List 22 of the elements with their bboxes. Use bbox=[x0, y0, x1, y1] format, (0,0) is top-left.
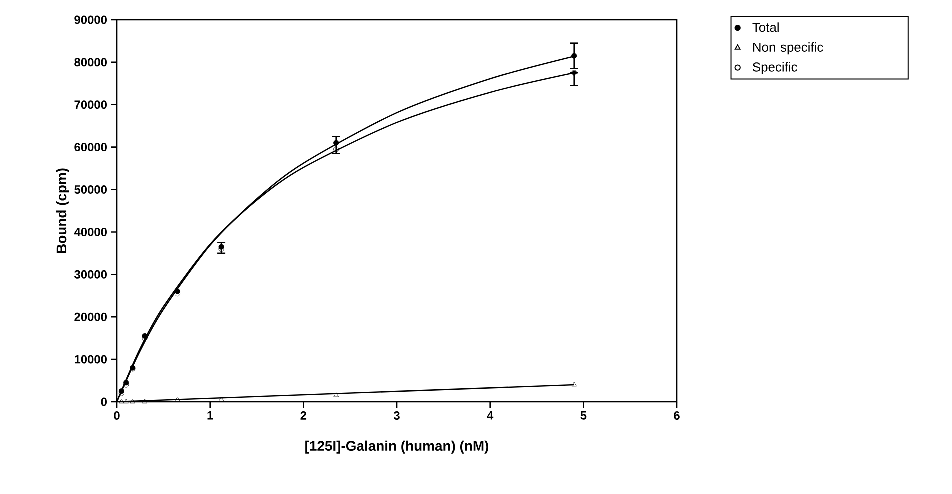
legend-label: Specific bbox=[753, 62, 798, 74]
y-tick-label: 20000 bbox=[74, 312, 107, 322]
y-tick-label: 0 bbox=[101, 398, 107, 406]
y-axis-title: Bound (cpm) bbox=[56, 168, 70, 254]
x-tick-label: 3 bbox=[394, 412, 400, 420]
legend-label: Total bbox=[752, 22, 779, 32]
y-tick-label: 80000 bbox=[74, 58, 107, 67]
y-tick-label: 40000 bbox=[74, 228, 107, 236]
x-tick-label: 5 bbox=[580, 412, 587, 420]
y-tick-label: 30000 bbox=[74, 270, 107, 279]
y-tick-label: 60000 bbox=[74, 143, 107, 152]
x-tick-label: 2 bbox=[300, 412, 307, 420]
x-tick-label: 1 bbox=[208, 412, 214, 420]
y-tick-label: 70000 bbox=[74, 100, 107, 110]
legend-label: Non specific bbox=[753, 42, 824, 55]
x-axis-title: [125I]-Galanin (human) (nM) bbox=[306, 440, 489, 454]
x-tick-label: 6 bbox=[674, 412, 680, 420]
y-tick-label: 10000 bbox=[74, 355, 107, 364]
y-tick-label: 90000 bbox=[74, 16, 107, 24]
x-tick-label: 0 bbox=[114, 412, 120, 420]
y-tick-label: 50000 bbox=[74, 186, 107, 194]
x-tick-label: 4 bbox=[487, 412, 494, 420]
